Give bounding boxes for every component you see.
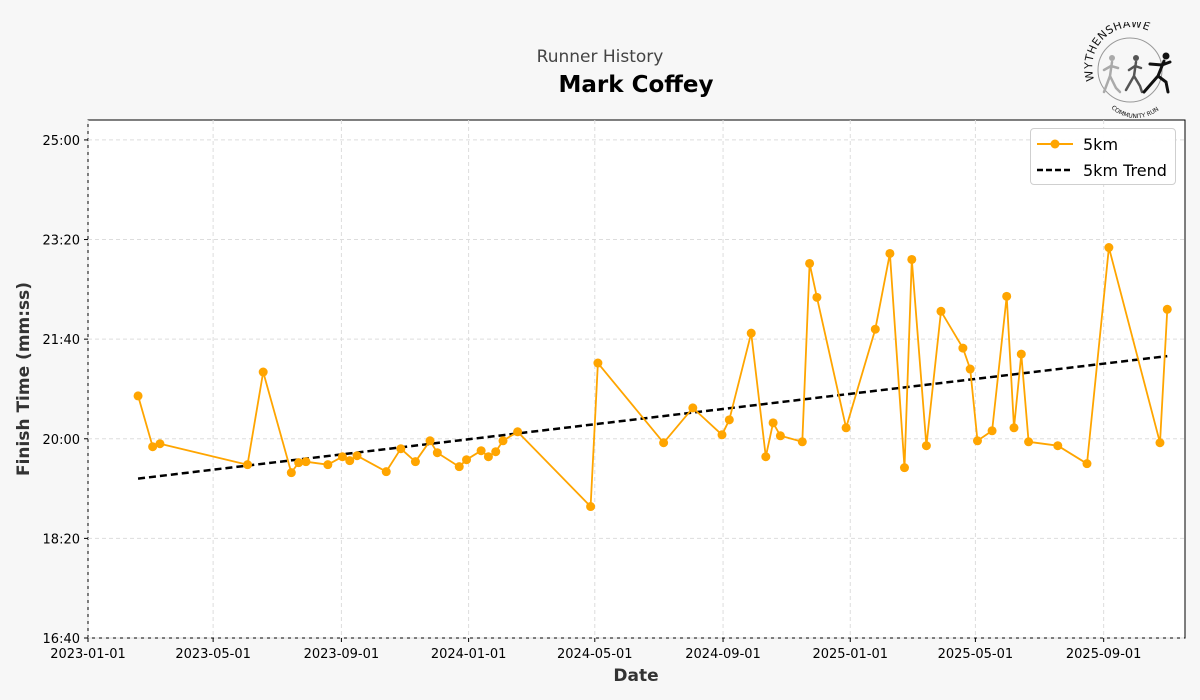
data-point-5km — [746, 328, 756, 338]
y-axis-label: Finish Time (mm:ss) — [14, 282, 34, 476]
data-point-5km — [724, 415, 734, 425]
data-point-5km — [491, 447, 501, 457]
data-point-5km — [761, 452, 771, 462]
data-point-5km — [352, 451, 362, 461]
data-point-5km — [323, 460, 333, 470]
data-point-5km — [907, 254, 917, 264]
runner-figure-light-icon — [1102, 55, 1122, 94]
x-tick-label: 2024-01-01 — [431, 647, 507, 662]
svg-text:COMMUNITY RUN: COMMUNITY RUN — [1110, 104, 1160, 118]
legend-swatch-5km — [1037, 139, 1073, 149]
data-point-5km — [432, 448, 442, 458]
data-point-5km — [1009, 423, 1019, 433]
data-point-5km — [243, 460, 253, 470]
data-point-5km — [936, 306, 946, 316]
data-point-5km — [286, 468, 296, 478]
data-point-5km — [885, 248, 895, 258]
data-point-5km — [1002, 291, 1012, 301]
x-tick-label: 2024-09-01 — [685, 647, 761, 662]
x-axis-ticks: 2023-01-01 2023-05-01 2023-09-01 2024-01-01… — [50, 638, 1141, 662]
series-layer — [133, 243, 1172, 512]
x-tick-label: 2023-01-01 — [50, 647, 126, 662]
data-point-5km — [870, 324, 880, 334]
legend-label-5km-trend: 5km Trend — [1083, 160, 1167, 180]
wythenshawe-logo: WYTHENSHAWE COMMUNITY RUN — [1084, 22, 1172, 118]
data-point-5km — [345, 456, 355, 466]
data-point-5km — [148, 442, 158, 452]
data-point-5km — [462, 455, 472, 465]
data-point-5km — [768, 418, 778, 428]
data-point-5km — [805, 258, 815, 268]
chart-title: Mark Coffey — [558, 72, 714, 98]
y-tick-label: 25:00 — [43, 134, 80, 149]
y-tick-label: 20:00 — [43, 433, 80, 448]
data-point-5km — [294, 458, 304, 468]
data-point-5km — [410, 457, 420, 467]
data-point-5km — [1104, 243, 1114, 253]
runner-figure-mid-icon — [1124, 55, 1144, 94]
legend-item-5km: 5km — [1037, 133, 1118, 155]
data-point-5km — [958, 343, 968, 353]
data-point-5km — [301, 457, 311, 467]
data-point-5km — [498, 436, 508, 446]
x-tick-label: 2025-09-01 — [1066, 647, 1142, 662]
x-tick-label: 2024-05-01 — [557, 647, 633, 662]
logo-text: WYTHENSHAWE — [1084, 22, 1152, 82]
data-point-5km — [337, 452, 347, 462]
data-point-5km — [659, 438, 669, 448]
grid-lines — [87, 120, 1185, 639]
data-point-5km — [593, 358, 603, 368]
x-tick-label: 2023-05-01 — [175, 647, 251, 662]
data-point-5km — [921, 441, 931, 451]
legend-item-5km-trend: 5km Trend — [1037, 159, 1167, 181]
data-point-5km — [133, 391, 143, 401]
logo-subtext: COMMUNITY RUN — [1110, 104, 1160, 118]
data-point-5km — [513, 427, 523, 437]
data-point-5km — [1155, 438, 1165, 448]
plot-area — [87, 119, 1186, 639]
data-point-5km — [1024, 437, 1034, 447]
legend-label-5km: 5km — [1083, 134, 1119, 154]
data-point-5km — [483, 452, 493, 462]
data-point-5km — [396, 444, 406, 454]
data-point-5km — [841, 423, 851, 433]
x-axis-label: Date — [613, 666, 658, 686]
data-point-5km — [1053, 441, 1063, 451]
data-point-5km — [425, 436, 435, 446]
chart-subtitle: Runner History — [536, 47, 664, 67]
data-point-5km — [965, 364, 975, 374]
data-point-5km — [899, 463, 909, 473]
y-tick-label: 21:40 — [43, 333, 80, 348]
data-point-5km — [476, 446, 486, 456]
svg-text:WYTHENSHAWE: WYTHENSHAWE — [1084, 22, 1152, 82]
trend-layer — [137, 354, 1168, 480]
trend-line-5km — [137, 354, 1168, 480]
data-point-5km — [688, 403, 698, 413]
data-point-5km — [454, 462, 464, 472]
runner-figure-dark-icon — [1142, 52, 1172, 94]
x-tick-label: 2023-09-01 — [304, 647, 380, 662]
data-point-5km — [717, 430, 727, 440]
data-point-5km — [797, 437, 807, 447]
x-tick-label: 2025-01-01 — [812, 647, 888, 662]
data-point-5km — [381, 467, 391, 477]
y-tick-label: 16:40 — [43, 632, 80, 647]
x-tick-label: 2025-05-01 — [938, 647, 1014, 662]
y-tick-label: 18:20 — [43, 532, 80, 547]
data-point-5km — [1082, 459, 1092, 469]
y-axis-ticks: 16:40 18:20 20:00 21:40 23:20 25:00 — [43, 134, 88, 647]
data-point-5km — [1162, 304, 1172, 314]
data-point-5km — [972, 436, 982, 446]
data-point-5km — [1016, 349, 1026, 359]
y-tick-label: 23:20 — [43, 234, 80, 249]
legend: 5km 5km Trend — [1030, 128, 1176, 185]
data-point-5km — [812, 292, 822, 302]
legend-swatch-5km-trend — [1037, 168, 1073, 172]
data-point-5km — [987, 426, 997, 436]
data-point-5km — [586, 502, 596, 512]
data-point-5km — [155, 439, 165, 449]
data-point-5km — [258, 367, 268, 377]
data-point-5km — [775, 431, 785, 441]
